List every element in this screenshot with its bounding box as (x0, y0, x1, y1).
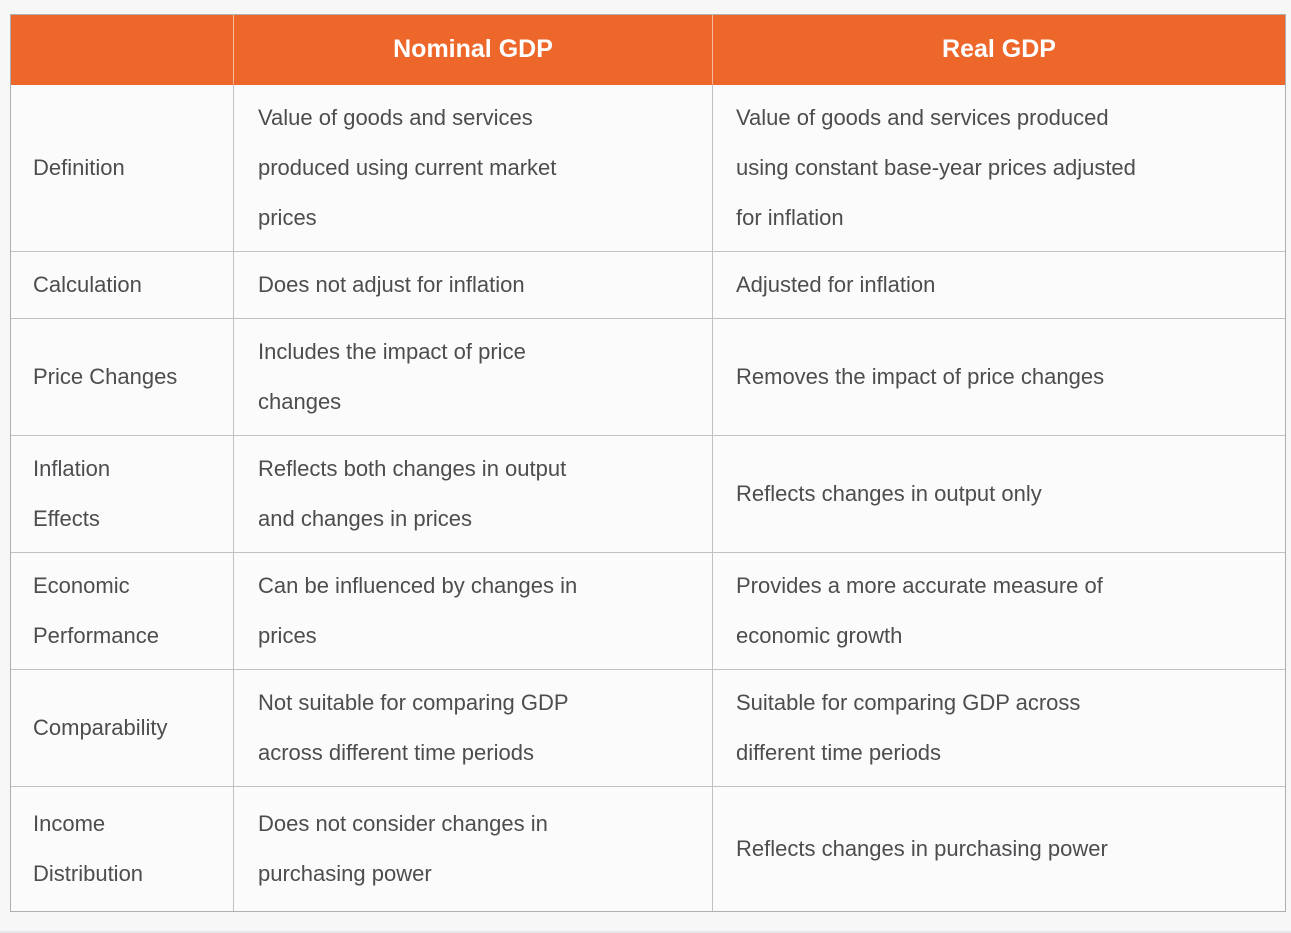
table-row: Inflation Effects Reflects both changes i… (11, 436, 1285, 553)
table-row: Definition Value of goods and services pr… (11, 85, 1285, 252)
nominal-gdp-cell: Value of goods and services produced usi… (234, 85, 713, 252)
nominal-gdp-cell: Can be influenced by changes in prices (234, 553, 713, 670)
feature-label-cell: Comparability (11, 670, 234, 787)
nominal-gdp-cell: Does not adjust for inflation (234, 252, 713, 319)
table-row: Income Distribution Does not consider cha… (11, 787, 1285, 911)
gdp-comparison-table: Nominal GDP Real GDP Definition Value of … (10, 14, 1286, 912)
real-gdp-cell: Reflects changes in purchasing power (713, 787, 1285, 911)
feature-label-cell: Income Distribution (11, 787, 234, 911)
real-gdp-cell: Reflects changes in output only (713, 436, 1285, 553)
table-row: Economic Performance Can be influenced by… (11, 553, 1285, 670)
table-body: Definition Value of goods and services pr… (11, 85, 1285, 911)
nominal-gdp-cell: Reflects both changes in output and chan… (234, 436, 713, 553)
nominal-gdp-cell: Not suitable for comparing GDP across di… (234, 670, 713, 787)
table-header: Nominal GDP Real GDP (11, 15, 1285, 85)
column-header-nominal-gdp: Nominal GDP (234, 15, 713, 85)
real-gdp-cell: Value of goods and services produced usi… (713, 85, 1285, 252)
nominal-gdp-cell: Includes the impact of price changes (234, 319, 713, 436)
feature-label-cell: Calculation (11, 252, 234, 319)
feature-label-cell: Inflation Effects (11, 436, 234, 553)
real-gdp-cell: Provides a more accurate measure of econ… (713, 553, 1285, 670)
feature-label-cell: Price Changes (11, 319, 234, 436)
column-header-real-gdp: Real GDP (713, 15, 1285, 85)
table-row: Price Changes Includes the impact of pric… (11, 319, 1285, 436)
real-gdp-cell: Suitable for comparing GDP across differ… (713, 670, 1285, 787)
corner-header-cell (11, 15, 234, 85)
table-row: Calculation Does not adjust for inflation… (11, 252, 1285, 319)
feature-label-cell: Economic Performance (11, 553, 234, 670)
real-gdp-cell: Removes the impact of price changes (713, 319, 1285, 436)
header-row: Nominal GDP Real GDP (11, 15, 1285, 85)
feature-label-cell: Definition (11, 85, 234, 252)
nominal-gdp-cell: Does not consider changes in purchasing … (234, 787, 713, 911)
table-row: Comparability Not suitable for comparing … (11, 670, 1285, 787)
page-bottom-divider (0, 931, 1291, 933)
real-gdp-cell: Adjusted for inflation (713, 252, 1285, 319)
